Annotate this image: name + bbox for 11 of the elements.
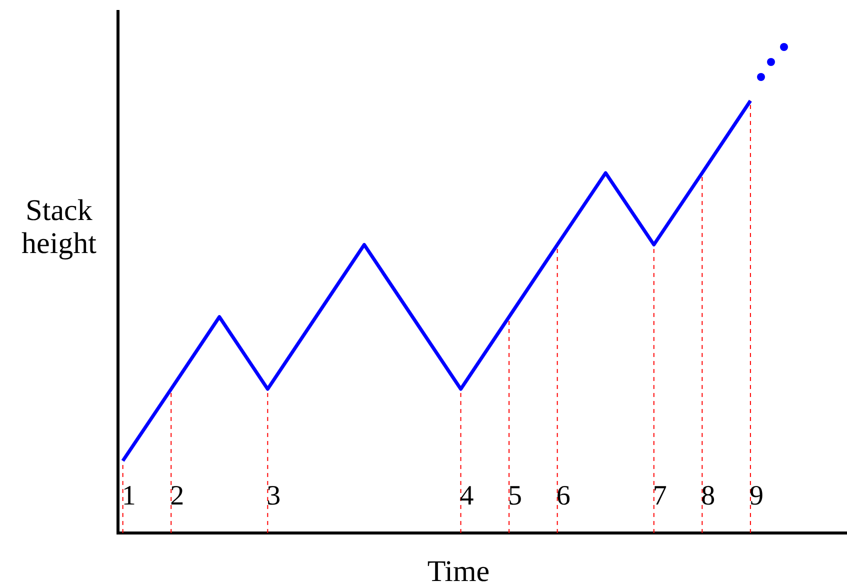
x-tick-label: 3	[266, 480, 281, 512]
x-tick-label: 8	[701, 480, 716, 512]
x-axis-title: Time	[426, 555, 491, 588]
y-axis-title: Stack height	[20, 194, 98, 260]
x-tick-label: 4	[460, 480, 474, 512]
x-tick-label: 7	[652, 480, 667, 512]
x-tick-label: 9	[749, 480, 764, 512]
x-tick-label: 1	[122, 480, 136, 512]
x-tick-label: 5	[508, 480, 522, 512]
x-tick-label: 2	[170, 480, 184, 512]
x-tick-label: 6	[556, 480, 570, 512]
